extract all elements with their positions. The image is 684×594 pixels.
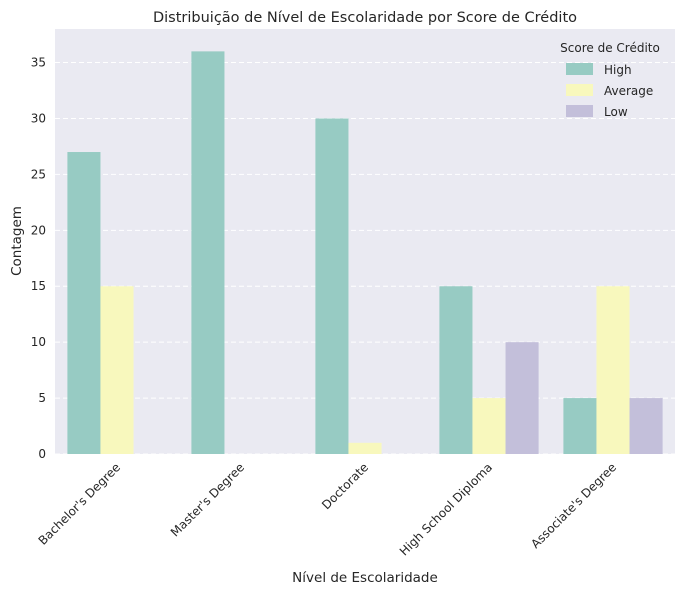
legend-title: Score de Crédito (560, 41, 660, 55)
legend-swatch-low (566, 105, 593, 117)
legend-items: High Average Low (566, 63, 653, 119)
y-tick-label: 30 (31, 111, 46, 125)
y-tick-label: 35 (31, 56, 46, 70)
x-tick-label: Doctorate (319, 460, 371, 512)
bar-high-0 (67, 152, 101, 455)
y-tick-label: 0 (38, 447, 46, 461)
legend-label-average: Average (604, 84, 653, 98)
legend-label-high: High (604, 63, 632, 77)
bar-low-4 (629, 398, 663, 454)
y-tick-label: 15 (31, 279, 46, 293)
x-tick-label: Master's Degree (168, 460, 247, 539)
y-tick-label: 5 (38, 391, 46, 405)
bar-high-3 (439, 286, 473, 454)
legend-swatch-high (566, 63, 593, 75)
legend-swatch-average (566, 84, 593, 96)
x-tick-label: Bachelor's Degree (36, 460, 124, 548)
chart-title: Distribuição de Nível de Escolaridade po… (153, 10, 577, 26)
bar-average-0 (100, 286, 134, 454)
bar-high-4 (563, 398, 597, 454)
bar-average-4 (596, 286, 630, 454)
bar-high-1 (191, 51, 225, 455)
bar-high-2 (315, 118, 349, 454)
legend: Score de Crédito High Average Low (560, 41, 660, 119)
y-tick-label: 20 (31, 223, 46, 237)
y-tick-label: 25 (31, 167, 46, 181)
plot-area (55, 29, 675, 454)
x-tick-label: High School Diploma (397, 460, 495, 558)
bar-average-3 (472, 398, 506, 454)
x-axis-ticks: Bachelor's Degree Master's Degree Doctorat… (36, 460, 620, 558)
x-axis-label: Nível de Escolaridade (292, 570, 438, 586)
bar-low-3 (505, 342, 539, 454)
bars (67, 51, 663, 455)
y-tick-label: 10 (31, 335, 46, 349)
y-axis-label: Contagem (9, 206, 25, 276)
x-tick-label: Associate's Degree (528, 460, 619, 551)
y-axis-ticks: 0 5 10 15 20 25 30 35 (31, 56, 46, 461)
bar-average-2 (348, 442, 382, 454)
legend-label-low: Low (604, 105, 628, 119)
